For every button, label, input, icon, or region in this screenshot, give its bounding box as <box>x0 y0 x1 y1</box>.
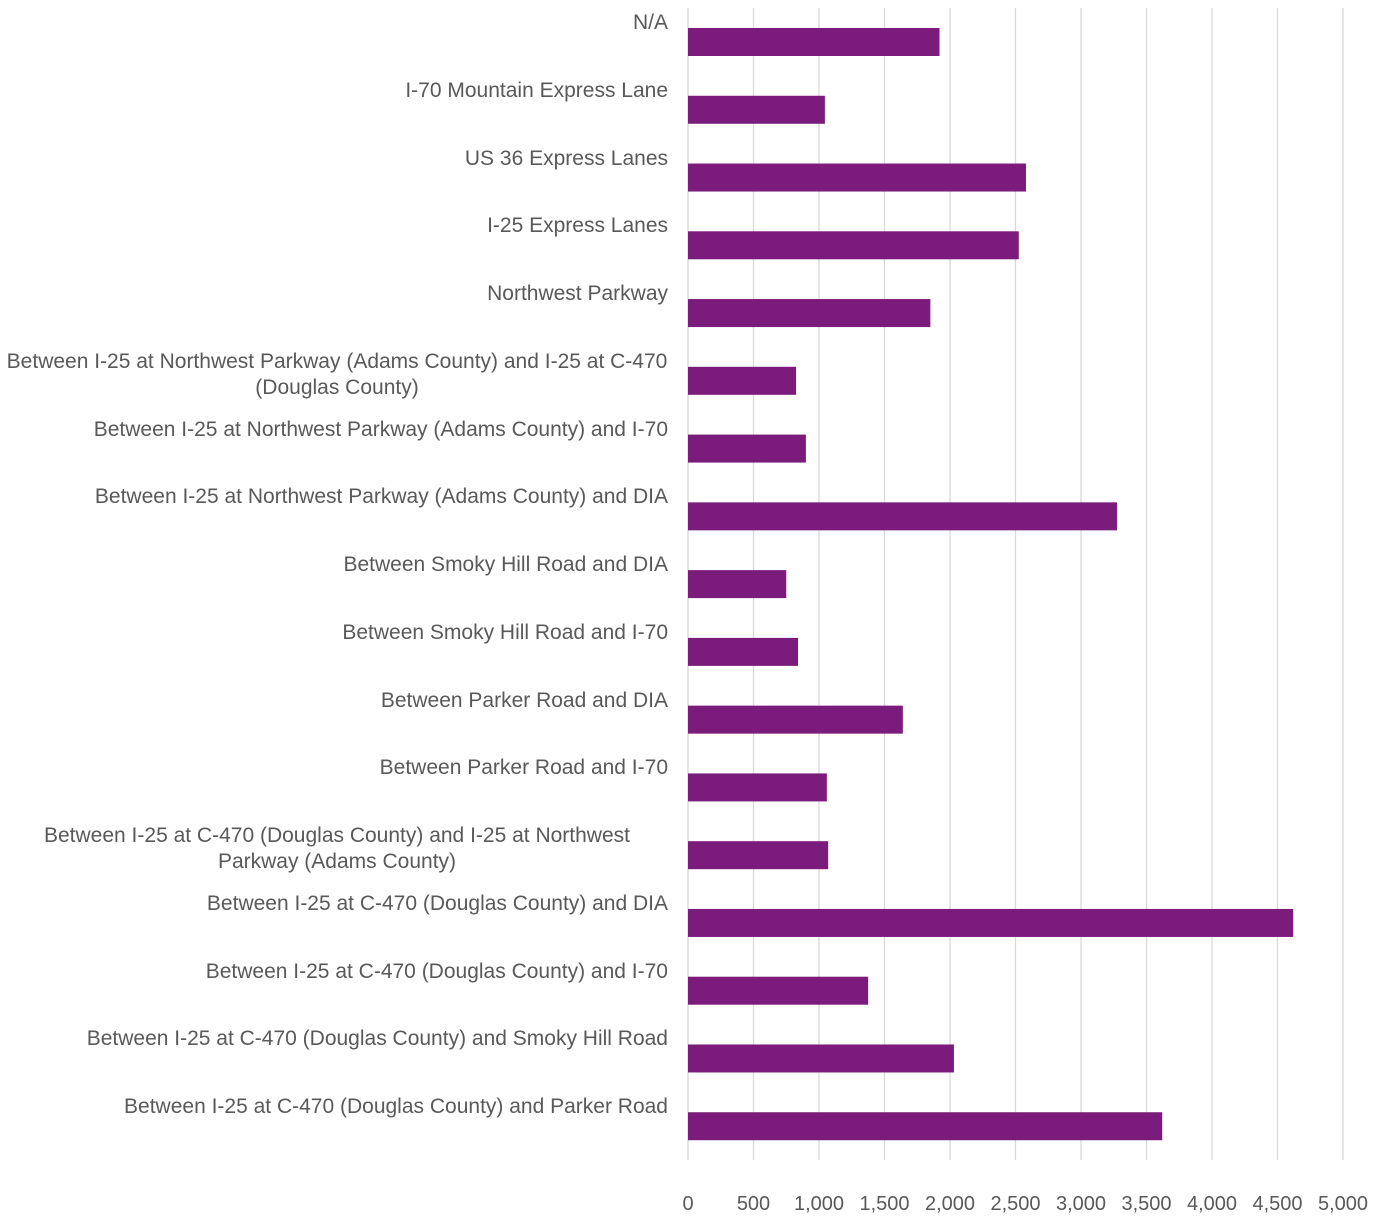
y-tick-label: I-70 Mountain Express Lane <box>405 78 668 102</box>
bar <box>688 1044 954 1073</box>
y-tick-label: Between I-25 at C-470 (Douglas County) a… <box>44 824 630 874</box>
bar <box>688 570 787 599</box>
y-tick-label: I-25 Express Lanes <box>487 214 668 238</box>
bar <box>688 637 799 666</box>
x-tick-label: 4,000 <box>1187 1193 1237 1215</box>
bar <box>688 1112 1163 1141</box>
bar <box>688 366 797 395</box>
bar <box>688 95 825 124</box>
bar <box>688 502 1118 531</box>
x-tick-label: 0 <box>682 1193 693 1215</box>
y-tick-label: Between I-25 at Northwest Parkway (Adams… <box>6 349 668 399</box>
y-tick-label: Between I-25 at Northwest Parkway (Adams… <box>93 417 668 441</box>
x-tick-label: 4,500 <box>1252 1193 1302 1215</box>
bar <box>688 163 1026 192</box>
x-tick-label: 500 <box>737 1193 770 1215</box>
x-tick-label: 2,500 <box>990 1193 1040 1215</box>
y-tick-label: US 36 Express Lanes <box>464 146 668 170</box>
y-tick-label: Northwest Parkway <box>487 282 668 306</box>
x-tick-label: 2,000 <box>925 1193 975 1215</box>
y-tick-label: Between Parker Road and I-70 <box>379 756 668 780</box>
y-tick-label: Between I-25 at C-470 (Douglas County) a… <box>205 959 668 983</box>
x-tick-label: 1,500 <box>859 1193 909 1215</box>
bar <box>688 841 829 870</box>
x-tick-label: 1,000 <box>794 1193 844 1215</box>
y-tick-label: Between I-25 at Northwest Parkway (Adams… <box>94 485 668 509</box>
bar <box>688 908 1294 937</box>
x-tick-label: 5,000 <box>1318 1193 1368 1215</box>
x-tick-label: 3,500 <box>1121 1193 1171 1215</box>
bar <box>688 231 1019 260</box>
y-tick-label: Between Parker Road and DIA <box>380 688 668 712</box>
bar <box>688 705 903 734</box>
bar <box>688 773 827 802</box>
bar <box>688 28 940 56</box>
y-tick-label: Between I-25 at C-470 (Douglas County) a… <box>206 891 668 915</box>
y-tick-label: Between Smoky Hill Road and I-70 <box>342 620 668 644</box>
bar <box>688 434 806 463</box>
y-tick-label: Between Smoky Hill Road and DIA <box>343 553 669 577</box>
x-tick-label: 3,000 <box>1056 1193 1106 1215</box>
y-tick-label: Between I-25 at C-470 (Douglas County) a… <box>86 1027 668 1051</box>
bar <box>688 976 869 1005</box>
y-tick-label: Between I-25 at C-470 (Douglas County) a… <box>124 1095 668 1119</box>
bar <box>688 299 931 328</box>
y-tick-label: N/A <box>632 11 668 34</box>
